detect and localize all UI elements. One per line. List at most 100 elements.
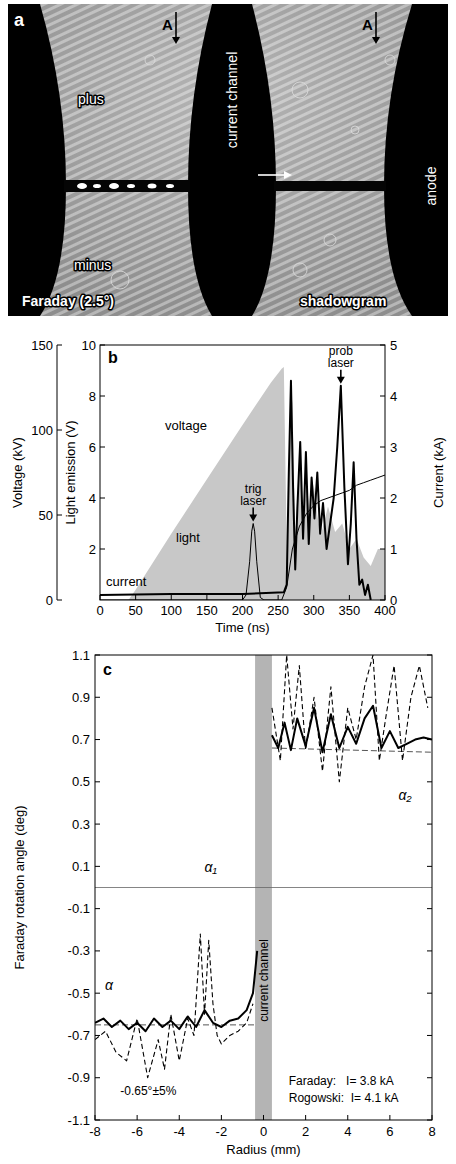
panel-a: a plus minus Faraday (2.5°) shadowgram curren… bbox=[8, 4, 448, 316]
tick-label: 4 bbox=[344, 1124, 351, 1139]
tick bbox=[95, 781, 100, 782]
tick-label: 0 bbox=[260, 1124, 267, 1139]
minus-label: minus bbox=[74, 257, 111, 273]
reference-line bbox=[272, 748, 432, 752]
panel-letter: c bbox=[103, 661, 112, 678]
tick bbox=[427, 866, 432, 867]
tick bbox=[179, 1115, 180, 1120]
series-label: α₂ bbox=[398, 787, 412, 803]
marker-arrow-head bbox=[372, 37, 380, 44]
tick-label: 10 bbox=[82, 338, 96, 353]
tick bbox=[95, 824, 100, 825]
tick-label: 0.1 bbox=[72, 859, 90, 874]
marker-arrow-shaft bbox=[375, 12, 377, 39]
tick bbox=[95, 993, 100, 994]
figure: a plus minus Faraday (2.5°) shadowgram curren… bbox=[0, 0, 456, 1164]
tick bbox=[100, 549, 105, 550]
electrode-center bbox=[188, 4, 276, 316]
tick bbox=[137, 1115, 138, 1120]
tick bbox=[100, 447, 105, 448]
tick-label: -6 bbox=[131, 1124, 143, 1139]
tick-label: -2 bbox=[216, 1124, 228, 1139]
axis-title: Radius (mm) bbox=[226, 1142, 300, 1157]
tick-label: 8 bbox=[89, 389, 96, 404]
tick bbox=[427, 950, 432, 951]
tick bbox=[380, 447, 385, 448]
voltage-axis bbox=[57, 345, 58, 600]
line-series bbox=[95, 706, 432, 1032]
anode-label: anode bbox=[423, 166, 439, 205]
bright-spot bbox=[93, 184, 101, 188]
tick-label: 150 bbox=[31, 338, 53, 353]
tick bbox=[427, 993, 432, 994]
tick-label: -1.1 bbox=[68, 1113, 90, 1128]
line-series bbox=[95, 934, 253, 1078]
tick bbox=[100, 498, 105, 499]
tick bbox=[278, 595, 279, 600]
series-label: α₁ bbox=[205, 859, 218, 875]
marker-arrow bbox=[172, 12, 180, 44]
tick bbox=[427, 908, 432, 909]
tick bbox=[100, 396, 105, 397]
plus-label: plus bbox=[78, 91, 104, 107]
axis-title: Current (kA) bbox=[431, 437, 446, 508]
ring bbox=[351, 126, 359, 134]
tick bbox=[242, 595, 243, 600]
tick bbox=[313, 595, 314, 600]
marker-arrow bbox=[372, 12, 380, 44]
tick-label: 6 bbox=[386, 1124, 393, 1139]
channel-right bbox=[274, 181, 386, 191]
glow bbox=[8, 4, 448, 316]
tick bbox=[427, 655, 432, 656]
plot-b-data bbox=[100, 367, 385, 600]
tick-label: 300 bbox=[303, 603, 325, 618]
marker-arrow-head bbox=[172, 37, 180, 44]
tick bbox=[95, 908, 100, 909]
channel-label: current channel bbox=[224, 52, 240, 149]
tick bbox=[427, 739, 432, 740]
series-label: α bbox=[105, 977, 114, 993]
tick bbox=[432, 1115, 433, 1120]
plot-frame bbox=[95, 655, 432, 1120]
shadowgram-title: shadowgram bbox=[300, 293, 386, 309]
annotation: problaser bbox=[328, 344, 354, 370]
tick bbox=[95, 697, 100, 698]
tick bbox=[263, 1115, 264, 1120]
annotation-arrow-head bbox=[337, 377, 345, 384]
tick bbox=[95, 866, 100, 867]
tick bbox=[380, 345, 385, 346]
line-light bbox=[100, 475, 385, 600]
arrow-head bbox=[284, 171, 292, 179]
marker-A: A bbox=[162, 16, 173, 33]
tick-label: 4 bbox=[390, 389, 397, 404]
tick-label: -4 bbox=[173, 1124, 185, 1139]
tick bbox=[135, 595, 136, 600]
annotation: Faraday: I= 3.8 kA bbox=[289, 1074, 394, 1088]
faraday-title: Faraday (2.5°) bbox=[22, 293, 114, 309]
tick bbox=[206, 595, 207, 600]
marker-A: A bbox=[362, 16, 373, 33]
axis-title: Faraday rotation angle (deg) bbox=[12, 805, 27, 969]
tick-label: 4 bbox=[89, 491, 96, 506]
plot-c-data bbox=[95, 655, 432, 1120]
tick-label: 350 bbox=[339, 603, 361, 618]
bright-spot bbox=[127, 184, 135, 188]
series-label: current bbox=[106, 574, 147, 589]
bright-spot bbox=[166, 184, 174, 188]
series-label: light bbox=[176, 530, 200, 545]
tick-label: 0 bbox=[96, 603, 103, 618]
anode-right bbox=[384, 4, 448, 316]
axis-title: Light emission (V) bbox=[63, 420, 78, 524]
tick-label: 2 bbox=[390, 491, 397, 506]
tick-label: 8 bbox=[428, 1124, 435, 1139]
tick-label: 5 bbox=[390, 338, 397, 353]
tick-label: 3 bbox=[390, 440, 397, 455]
tick bbox=[171, 595, 172, 600]
tick bbox=[57, 600, 62, 601]
tick-label: 150 bbox=[196, 603, 218, 618]
panel-letter: a bbox=[14, 10, 25, 30]
annotation-arrow bbox=[249, 508, 257, 522]
tick bbox=[427, 824, 432, 825]
tick-label: -0.7 bbox=[68, 1028, 90, 1043]
tick bbox=[349, 595, 350, 600]
